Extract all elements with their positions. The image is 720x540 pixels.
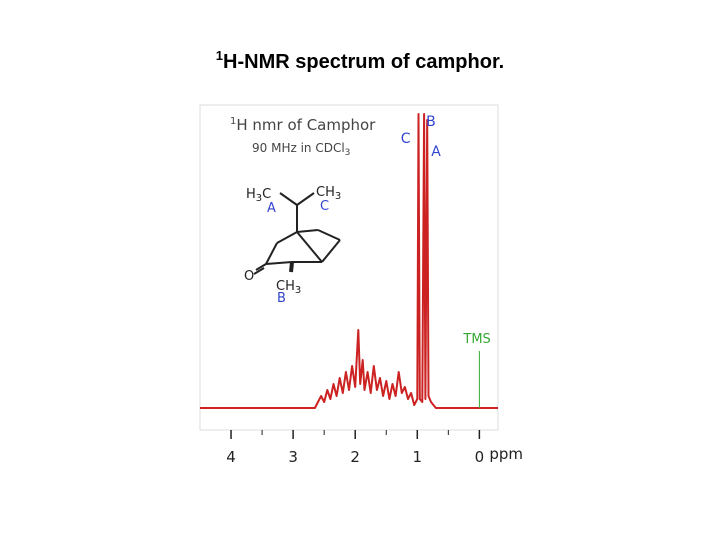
atom: C [262,187,271,202]
atom: H [246,187,256,202]
peak-label: A [431,144,441,160]
x-tick-label: 1 [413,448,423,466]
reference-label: TMS [462,332,490,347]
atom: CH [316,185,335,200]
title-text: H-NMR spectrum of camphor. [223,51,504,73]
x-axis-label: ppm [489,445,523,463]
group-label: A [267,201,276,216]
conditions-sub: 3 [345,148,351,158]
inset-heading-sup: 1 [230,116,236,127]
h3c-label: H3C [246,187,271,204]
x-tick-label: 2 [350,448,360,466]
inset-heading-text: H nmr of Camphor [236,116,376,134]
peak-label: B [426,114,436,130]
ch3-bottom-label: CH3 [276,279,301,296]
peak-label: C [401,131,411,147]
title-sup: 1 [216,48,223,63]
group-label: C [320,199,329,214]
group-label: B [277,291,286,306]
plot-frame [199,104,499,431]
inset-conditions: 90 MHz in CDCl3 [252,141,350,158]
conditions-text: 90 MHz in CDCl [252,141,345,155]
oxygen-label: O [244,269,254,284]
atom: CH [276,279,295,294]
atom-sub: 3 [256,193,262,204]
x-tick-label: 0 [475,448,485,466]
atom-sub: 3 [295,285,301,296]
ch3-top-label: CH3 [316,185,341,202]
title: 1H-NMR spectrum of camphor. [216,48,504,73]
x-tick-label: 4 [226,448,236,466]
spectrum-line [200,113,498,409]
molecule [253,192,341,275]
inset-heading: 1H nmr of Camphor [230,116,376,134]
x-tick-label: 3 [288,448,298,466]
atom-sub: 3 [335,191,341,202]
